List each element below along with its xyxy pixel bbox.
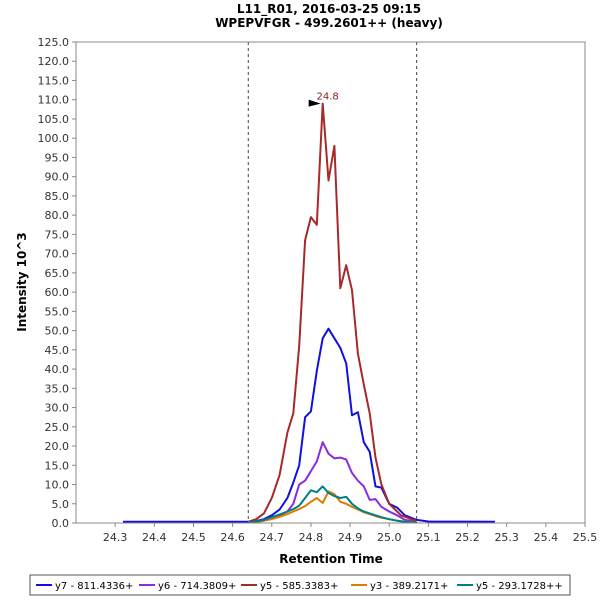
y-tick-label: 60.0 [45,286,70,299]
y-tick-label: 125.0 [38,36,70,49]
legend-entry-5: y5 - 293.1728++ [476,581,563,592]
y-tick-label: 45.0 [45,344,70,357]
y-tick-label: 115.0 [38,74,70,87]
series-line-5 [248,485,417,524]
y-tick-label: 100.0 [38,132,70,145]
y-tick-label: 70.0 [45,248,70,261]
x-tick-label: 25.4 [534,531,559,544]
chart-title: L11_R01, 2016-03-25 09:15 [237,2,421,17]
y-tick-label: 5.0 [52,498,70,511]
x-tick-label: 24.3 [103,531,128,544]
legend: y7 - 811.4336+ y6 - 714.3809+ y5 - 585.338… [29,574,571,596]
x-tick-label: 25.2 [455,531,480,544]
y-tick-label: 80.0 [45,209,70,222]
x-tick-label: 24.5 [181,531,206,544]
y-tick-label: 75.0 [45,228,70,241]
plot-area [76,42,585,523]
x-axis-label: Retention Time [279,552,383,566]
axes-layer: 0.0 5.0 10.0 15.0 20.0 25.0 30.0 35.0 40.0 45.0 50… [38,36,598,544]
x-tick-label: 25.0 [377,531,402,544]
legend-entry-3: y5 - 585.3383+ [260,581,338,592]
y-tick-label: 50.0 [45,325,70,338]
x-tick-label: 25.3 [494,531,519,544]
y-tick-label: 15.0 [45,459,70,472]
annotation-layer: 24.8 [308,92,339,107]
legend-entry-2: y6 - 714.3809+ [158,581,236,592]
x-tick-label: 24.9 [338,531,363,544]
legend-box [29,574,571,596]
plot-background [76,42,585,523]
peak-marker-icon [308,99,321,107]
y-tick-label: 20.0 [45,440,70,453]
y-tick-label: 30.0 [45,402,70,415]
x-tick-label: 24.7 [260,531,285,544]
series-layer [123,102,495,524]
y-tick-label: 35.0 [45,382,70,395]
y-axis-label: Intensity 10^3 [15,232,29,332]
plot-frame [75,41,586,524]
y-tick-label: 90.0 [45,171,70,184]
x-tick-label: 25.5 [573,531,598,544]
chart-subtitle: WPEPVFGR - 499.2601++ (heavy) [215,16,443,30]
y-tick-label: 55.0 [45,305,70,318]
y-tick-label: 0.0 [52,517,70,530]
y-tick-label: 110.0 [38,94,70,107]
peak-label: 24.8 [317,92,339,103]
x-tick-label: 24.4 [142,531,167,544]
y-tick-label: 105.0 [38,113,70,126]
x-tick-label: 25.1 [416,531,441,544]
y-tick-label: 65.0 [45,267,70,280]
x-tick-label: 24.6 [220,531,245,544]
y-tick-label: 95.0 [45,151,70,164]
legend-entry-4: y3 - 389.2171+ [370,581,448,592]
x-tick-label: 24.8 [299,531,324,544]
y-tick-label: 10.0 [45,479,70,492]
y-tick-label: 85.0 [45,190,70,203]
y-tick-label: 40.0 [45,363,70,376]
legend-entry-1: y7 - 811.4336+ [55,581,133,592]
y-tick-label: 25.0 [45,421,70,434]
series-line-3 [247,102,417,523]
y-tick-label: 120.0 [38,55,70,68]
